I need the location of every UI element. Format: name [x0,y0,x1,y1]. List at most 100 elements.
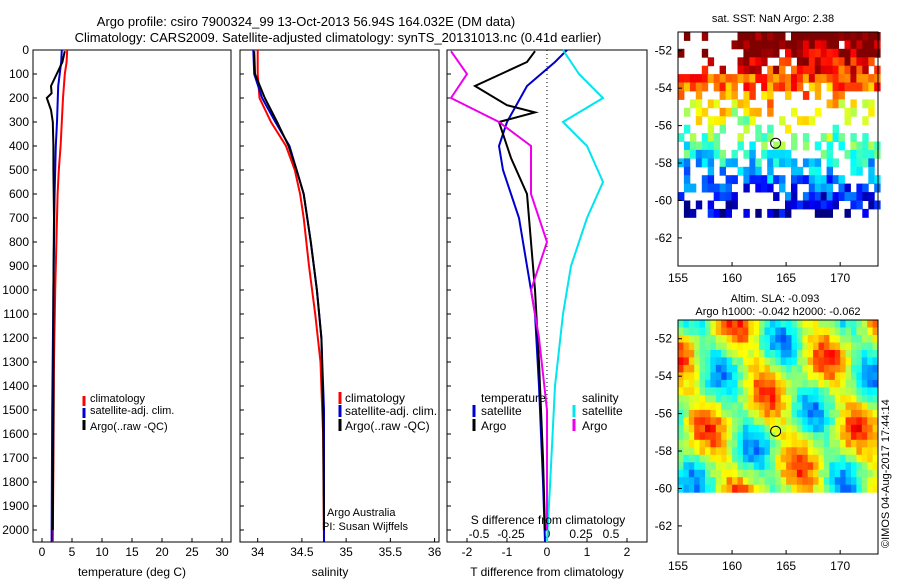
sst-cell [802,65,810,75]
sla-cell [742,432,749,441]
sla-cell [678,469,684,478]
sla-cell [715,357,722,366]
sst-cell [868,166,875,176]
sst-cell [725,175,732,185]
sst-cell [838,133,845,142]
sst-cell [814,91,822,100]
sla-cell [813,469,819,478]
sst-cell [678,82,685,92]
sla-cell [813,320,819,328]
sla-cell [845,424,852,433]
sla-cell [732,462,738,471]
sst-cell [850,99,857,109]
sla-cell [823,409,830,418]
sst-cell [844,183,851,193]
sla-cell [775,447,782,456]
sla-cell [872,469,879,478]
sla-cell [802,402,809,411]
sst-cell [773,65,780,75]
sla-cell [683,379,690,388]
sst-cell [802,48,810,58]
sst-cell [737,133,744,142]
sst-cell [856,57,863,67]
sla-cell [721,394,728,403]
sst-cell [749,158,756,168]
ytick-label: 1700 [2,451,29,465]
sla-cell [678,379,684,388]
sst-cell [820,48,828,58]
sla-cell [710,342,717,351]
sla-cell [721,402,728,411]
sla-cell [796,432,803,441]
sla-cell [737,402,744,411]
sst-cell [844,116,851,126]
sst-cell [701,82,709,92]
sla-cell [823,357,830,366]
sla-cell [829,484,836,493]
sla-cell [759,417,765,426]
sla-cell [683,484,690,493]
sla-cell [851,402,857,411]
sla-cell [710,357,717,366]
sla-cell [699,350,706,358]
sla-cell [769,350,776,358]
sst-cell [743,48,750,58]
sla-cell [856,327,863,336]
sla-cell [710,454,717,463]
sst-map-panel: sat. SST: NaN Argo: 2.38 155 160 165 170 -52… [655,13,881,285]
sla-cell [699,424,706,433]
sla-cell [764,364,771,373]
sst-cell [719,116,726,126]
sla-cell [829,447,836,456]
temperature-panel: 0 5 10 15 20 25 300100200300400500600700800900… [2,43,232,579]
sla-cell [813,342,819,351]
sst-cell [862,40,869,50]
sla-cell [829,394,836,403]
sla-cell [721,350,728,358]
sst-cell [701,183,709,193]
sst-cell [767,166,774,176]
sla-cell [742,335,749,343]
sst-cell [767,99,774,109]
sst-cell [791,183,798,193]
sla-cell [786,350,792,358]
sst-cell [701,65,709,75]
sla-cell [764,477,771,486]
sla-cell [732,417,738,426]
sst-cell [820,40,828,50]
sla-cell [872,320,879,328]
sla-cell [775,350,782,358]
sla-cell [678,402,684,411]
sla-cell [715,402,722,411]
sst-cell [796,175,804,185]
sla-cell [688,394,695,403]
map-ytick-label: -54 [655,81,673,95]
ytick-label: 500 [9,163,29,177]
sst-cell [802,192,810,201]
sla-cell [786,447,792,456]
sla-cell [699,409,706,418]
sla-cell [786,477,792,486]
sst-cell [838,183,845,193]
sla-cell [813,447,819,456]
imos-timestamp: ©IMOS 04-Aug-2017 17:44:14 [880,399,892,548]
sla-cell [807,364,814,373]
sla-cell [791,372,798,381]
sst-cell [862,116,869,126]
sla-cell [688,327,695,336]
sla-cell [845,447,852,456]
sla-cell [759,357,765,366]
sst-cell [719,65,726,75]
sst-cell [779,158,786,168]
sla-cell [872,394,879,403]
sla-cell [791,394,798,403]
sla-cell [688,484,695,493]
sla-cell [802,350,809,358]
sla-cell [688,379,695,388]
sla-cell [705,372,711,381]
sla-cell [786,379,792,388]
sst-cell [695,149,703,159]
map-xtick-label: 170 [830,271,850,285]
sla-cell [786,394,792,403]
sla-cell [780,439,787,448]
